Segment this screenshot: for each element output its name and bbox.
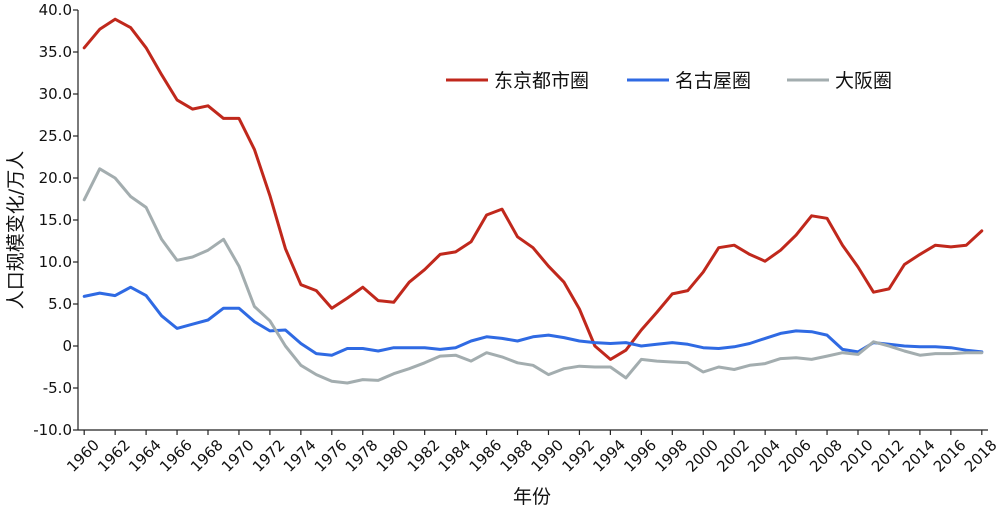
series-line-2 bbox=[82, 167, 984, 385]
x-tick-label: 1986 bbox=[466, 436, 506, 476]
x-tick-label: 2000 bbox=[682, 436, 722, 476]
x-tick-label: 1994 bbox=[589, 436, 629, 476]
y-tick-label: 35.0 bbox=[39, 43, 72, 61]
y-tick-label: 30.0 bbox=[39, 85, 72, 103]
x-tick-label: 2004 bbox=[744, 436, 784, 476]
y-tick-label: 20.0 bbox=[39, 169, 72, 187]
y-tick-label: 5.0 bbox=[48, 295, 72, 313]
legend-label-1: 名古屋圈 bbox=[675, 70, 751, 92]
x-tick-label: 1968 bbox=[187, 436, 227, 476]
x-tick-label: 1974 bbox=[280, 436, 320, 476]
series-line-0 bbox=[82, 17, 984, 361]
x-tick-label: 1990 bbox=[527, 436, 567, 476]
y-tick-label: 0 bbox=[62, 337, 72, 355]
x-tick-label: 1962 bbox=[94, 436, 134, 476]
x-tick-label: 2012 bbox=[868, 436, 908, 476]
x-tick-label: 1982 bbox=[404, 436, 444, 476]
legend-label-2: 大阪圈 bbox=[835, 70, 892, 92]
x-tick-label: 1960 bbox=[63, 436, 103, 476]
x-tick-label: 1980 bbox=[373, 436, 413, 476]
x-tick-label: 2010 bbox=[837, 436, 877, 476]
legend-label-0: 东京都市圈 bbox=[494, 70, 589, 92]
x-tick-label: 1966 bbox=[156, 436, 196, 476]
x-tick-label: 2014 bbox=[899, 436, 939, 476]
x-tick-label: 1964 bbox=[125, 436, 165, 476]
x-tick-label: 1996 bbox=[620, 436, 660, 476]
series-lines bbox=[82, 17, 984, 385]
axes bbox=[73, 9, 988, 435]
y-tick-label: -10.0 bbox=[33, 421, 72, 439]
x-tick-label: 1972 bbox=[249, 436, 289, 476]
series-line-1 bbox=[82, 285, 984, 357]
x-tick-label: 2006 bbox=[775, 436, 815, 476]
y-tick-label: 10.0 bbox=[39, 253, 72, 271]
x-tick-label: 2008 bbox=[806, 436, 846, 476]
y-axis-title: 人口规模变化/万人 bbox=[5, 151, 27, 309]
x-tick-label: 1976 bbox=[311, 436, 351, 476]
legend: 东京都市圈 名古屋圈 大阪圈 bbox=[446, 70, 892, 92]
y-tick-label: 25.0 bbox=[39, 127, 72, 145]
y-tick-label: 15.0 bbox=[39, 211, 72, 229]
x-tick-label: 1988 bbox=[497, 436, 537, 476]
x-tick-label: 1984 bbox=[435, 436, 475, 476]
x-tick-label: 1998 bbox=[651, 436, 691, 476]
y-tick-label: -5.0 bbox=[43, 379, 72, 397]
x-tick-label: 1970 bbox=[218, 436, 258, 476]
x-tick-label: 2002 bbox=[713, 436, 753, 476]
x-tick-label: 2016 bbox=[930, 436, 970, 476]
x-tick-label: 2018 bbox=[961, 436, 1000, 476]
x-axis-title: 年份 bbox=[513, 486, 551, 508]
x-tick-label: 1992 bbox=[558, 436, 598, 476]
x-tick-label: 1978 bbox=[342, 436, 382, 476]
y-tick-label: 40.0 bbox=[39, 1, 72, 19]
